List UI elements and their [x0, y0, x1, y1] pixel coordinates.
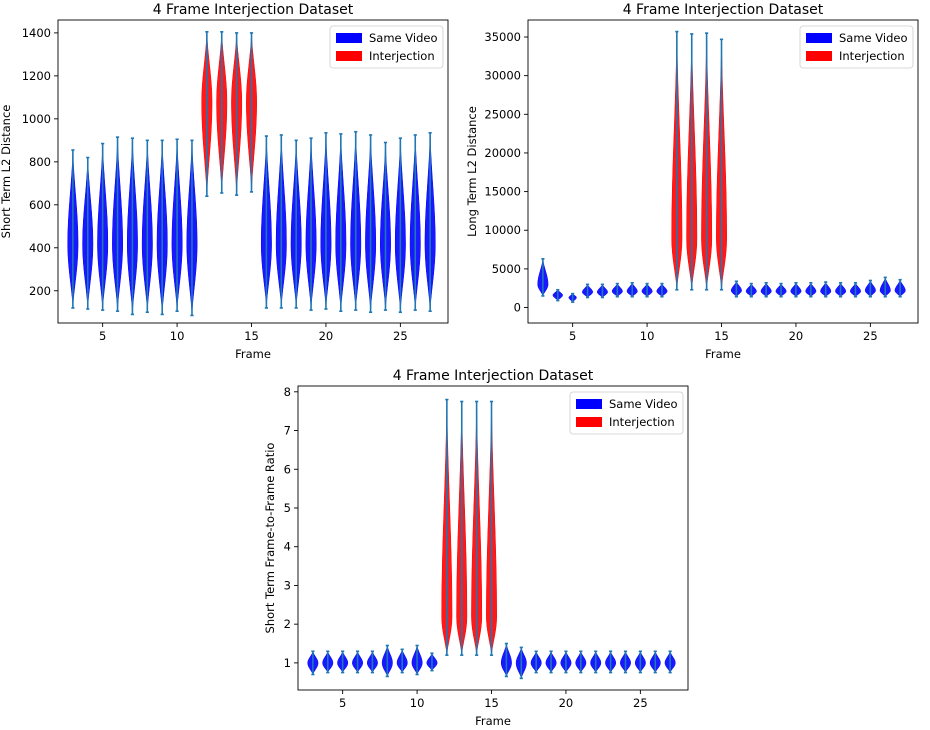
x-tick-label: 15 — [244, 329, 259, 343]
y-tick-label: 6 — [284, 462, 291, 476]
x-tick-label: 10 — [170, 329, 185, 343]
legend: Same Video Interjection — [799, 25, 914, 69]
x-tick-label: 5 — [339, 696, 346, 710]
legend-label-same-video: Same Video — [369, 31, 438, 45]
legend-swatch-same-video — [336, 33, 362, 43]
y-tick-label: 2 — [284, 617, 291, 631]
x-tick-label: 15 — [714, 329, 729, 343]
y-tick-label: 1000 — [22, 112, 51, 126]
y-axis-label: Short Term Frame-to-Frame Ratio — [263, 443, 277, 634]
x-tick-label: 10 — [410, 696, 425, 710]
y-tick-label: 15000 — [484, 185, 521, 199]
chart-panel-2: 4 Frame Interjection Dataset 5 10 15 20 25 0 50… — [465, 2, 919, 361]
y-tick-label: 30000 — [484, 69, 521, 83]
y-tick-label: 35000 — [484, 30, 521, 44]
x-tick-label: 5 — [99, 329, 106, 343]
chart-title: 4 Frame Interjection Dataset — [393, 368, 594, 384]
y-tick-label: 25000 — [484, 107, 521, 121]
x-tick-label: 20 — [559, 696, 574, 710]
chart-panel-1: 4 Frame Interjection Dataset 5 10 15 20 25 200… — [0, 2, 449, 361]
y-tick-label: 600 — [29, 198, 51, 212]
y-tick-label: 200 — [29, 284, 51, 298]
y-tick-label: 10000 — [484, 223, 521, 237]
plot-frame — [297, 385, 689, 691]
x-axis-label: Frame — [235, 347, 271, 361]
x-tick-label: 15 — [484, 696, 499, 710]
y-tick-label: 5 — [284, 501, 291, 515]
x-tick-label: 25 — [863, 329, 878, 343]
chart-panel-3: 4 Frame Interjection Dataset 5 10 15 20 25 1 2 3… — [263, 368, 689, 728]
y-tick-label: 5000 — [492, 262, 521, 276]
y-tick-label: 20000 — [484, 146, 521, 160]
legend-swatch-interjection — [806, 51, 832, 61]
x-tick-label: 10 — [640, 329, 655, 343]
y-tick-label: 400 — [29, 241, 51, 255]
y-tick-label: 7 — [284, 424, 291, 438]
y-tick-label: 3 — [284, 578, 291, 592]
x-tick-label: 5 — [569, 329, 576, 343]
plot-frame — [527, 19, 919, 324]
legend-label-interjection: Interjection — [609, 415, 675, 429]
legend-swatch-same-video — [806, 33, 832, 43]
x-axis-label: Frame — [475, 714, 511, 728]
legend-label-interjection: Interjection — [369, 49, 435, 63]
y-tick-label: 1 — [284, 656, 291, 670]
chart-title: 4 Frame Interjection Dataset — [153, 2, 354, 18]
y-tick-label: 4 — [284, 540, 291, 554]
legend-swatch-same-video — [576, 399, 602, 409]
legend: Same Video Interjection — [329, 25, 444, 69]
legend-swatch-interjection — [336, 51, 362, 61]
y-tick-label: 0 — [514, 301, 521, 315]
legend-label-same-video: Same Video — [609, 397, 678, 411]
x-tick-label: 25 — [393, 329, 408, 343]
legend-label-interjection: Interjection — [839, 49, 905, 63]
x-tick-label: 20 — [789, 329, 804, 343]
y-axis-label: Short Term L2 Distance — [0, 105, 13, 239]
x-tick-label: 20 — [319, 329, 334, 343]
legend-swatch-interjection — [576, 417, 602, 427]
legend-label-same-video: Same Video — [839, 31, 908, 45]
legend: Same Video Interjection — [569, 391, 684, 435]
y-tick-label: 1400 — [22, 26, 51, 40]
y-tick-label: 1200 — [22, 69, 51, 83]
plot-frame — [57, 19, 449, 324]
x-axis-label: Frame — [705, 347, 741, 361]
y-axis-label: Long Term L2 Distance — [465, 106, 479, 237]
y-tick-label: 800 — [29, 155, 51, 169]
chart-title: 4 Frame Interjection Dataset — [623, 2, 824, 18]
x-tick-label: 25 — [633, 696, 648, 710]
y-tick-label: 8 — [284, 385, 291, 399]
